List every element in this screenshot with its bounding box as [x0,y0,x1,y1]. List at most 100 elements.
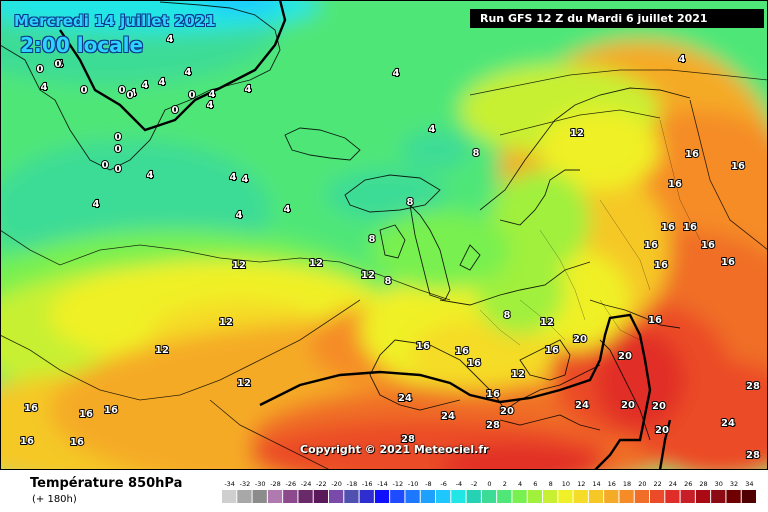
legend-label: 24 [669,480,677,488]
legend-swatch [711,490,726,503]
legend-label: -6 [440,480,446,488]
legend-label: 2 [503,480,507,488]
legend-swatch [283,490,298,503]
isotherm-label: 4 [130,88,137,99]
isotherm-label: 16 [486,389,500,400]
isotherm-label: 28 [401,434,415,445]
isotherm-label: 0 [37,64,44,75]
legend-label: 4 [518,480,522,488]
temperature-color-scale: -34 -32 -30 -28 -26 -24 -22 -20 -18 -16 -14 -12 -10-… [222,480,756,503]
isotherm-label: 4 [209,89,216,100]
isotherm-label: 0 [119,85,126,96]
legend-swatch [558,490,573,503]
isotherm-label: 16 [668,179,682,190]
isotherm-label: 8 [504,310,511,321]
isotherm-label: 4 [236,210,243,221]
isotherm-label: 8 [473,148,480,159]
legend-swatch [543,490,558,503]
isotherm-label: 12 [237,378,251,389]
isotherm-label: 12 [570,128,584,139]
legend-label: 30 [715,480,723,488]
legend-label: -28 [270,480,281,488]
legend-label: 14 [592,480,600,488]
isotherm-label: 0 [81,85,88,96]
legend-label: -16 [362,480,373,488]
isotherm-label: 4 [93,199,100,210]
isotherm-label: 16 [701,240,715,251]
isotherm-label: 0 [102,160,109,171]
legend-swatch [604,490,619,503]
legend-swatch [741,490,756,503]
legend-label: 0 [487,480,491,488]
isotherm-label: 4 [679,54,686,65]
isotherm-label: 20 [573,334,587,345]
isotherm-label: 0 [115,132,122,143]
isotherm-label: 4 [207,100,214,111]
forecast-step: (+ 180h) [32,494,77,505]
legend-label: -4 [456,480,462,488]
isotherm-label: 4 [57,59,64,70]
forecast-valid-time: 2:00 locale [20,33,144,57]
legend-swatch [512,490,527,503]
isotherm-label: 20 [621,400,635,411]
isotherm-label: 4 [393,68,400,79]
legend-swatch [451,490,466,503]
legend-swatch [588,490,604,503]
legend-label: -26 [285,480,296,488]
isotherm-label: 0 [115,144,122,155]
legend-swatch [665,490,680,503]
legend-label: -22 [316,480,327,488]
isotherm-label: 4 [159,77,166,88]
legend-label: 6 [533,480,537,488]
legend-label: 12 [577,480,585,488]
legend-label: -10 [408,480,419,488]
isotherm-label: 12 [540,317,554,328]
isotherm-label: 8 [385,276,392,287]
legend-swatch [680,490,695,503]
legend-swatch [634,490,649,503]
isotherm-label: 0 [172,105,179,116]
legend-label: -24 [301,480,312,488]
legend-label: -34 [224,480,235,488]
legend-label: -2 [471,480,477,488]
isotherm-label: 12 [232,260,246,271]
isotherm-label: 0 [127,90,134,101]
parameter-title: Température 850hPa [30,476,183,491]
legend-label: -12 [392,480,403,488]
isotherm-label: 12 [155,345,169,356]
isotherm-label: 28 [486,420,500,431]
isotherm-label: 24 [721,418,735,429]
isotherm-label: 16 [416,341,430,352]
isotherm-label: 16 [731,161,745,172]
isotherm-label: 16 [467,358,481,369]
isotherm-label: 4 [167,34,174,45]
legend-swatch [252,490,267,503]
legend-swatch [436,490,451,503]
isotherm-label: 16 [20,436,34,447]
legend-swatch [237,490,252,503]
isotherm-label: 0 [189,90,196,101]
isotherm-label: 8 [407,197,414,208]
legend-label: 28 [699,480,707,488]
legend-label: 18 [623,480,631,488]
isotherm-label: 24 [398,393,412,404]
legend-swatch [390,490,405,503]
legend-label: 26 [684,480,692,488]
isotherm-label: 4 [230,172,237,183]
legend-swatch [298,490,313,503]
isotherm-label: 28 [746,381,760,392]
isotherm-label: 16 [70,437,84,448]
isotherm-label: 16 [545,345,559,356]
legend-label: 20 [638,480,646,488]
isotherm-label: 20 [500,406,514,417]
isotherm-label: 4 [185,67,192,78]
legend-label: 22 [653,480,661,488]
legend-label: -20 [331,480,342,488]
legend-label: 8 [549,480,553,488]
legend-label: 34 [745,480,753,488]
isotherm-label: 12 [511,369,525,380]
legend-swatch [222,490,237,503]
legend-swatch [481,490,497,503]
isotherm-label: 0 [55,59,62,70]
